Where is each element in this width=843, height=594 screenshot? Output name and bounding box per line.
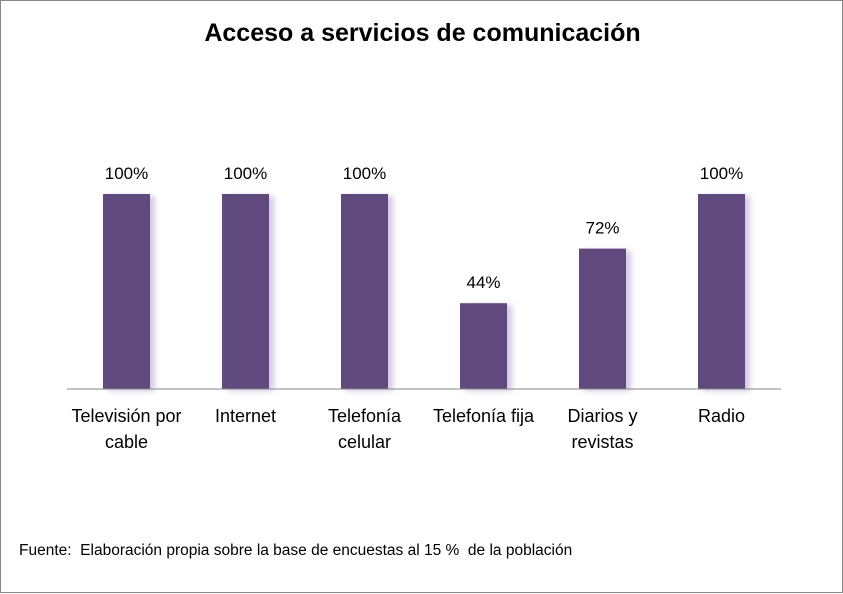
bar-0 bbox=[103, 194, 150, 389]
category-label-line: Telefonía bbox=[327, 406, 402, 426]
bar-1 bbox=[222, 194, 269, 389]
value-label-3: 44% bbox=[466, 273, 500, 292]
category-label-line: Telefonía fija bbox=[432, 406, 535, 426]
category-label-5: Radio bbox=[647, 403, 797, 429]
source-note: Fuente: Elaboración propia sobre la base… bbox=[19, 542, 573, 559]
category-label-line: Televisión por bbox=[71, 406, 182, 426]
category-label-line: revistas bbox=[571, 432, 634, 452]
category-label-4: Diarios y revistas bbox=[528, 403, 678, 455]
category-label-3: Telefonía fija bbox=[409, 403, 559, 429]
category-label-1: Internet bbox=[171, 403, 321, 429]
bar-4 bbox=[579, 248, 626, 389]
category-label-line: celular bbox=[337, 432, 392, 452]
category-label-line: Diarios y bbox=[567, 406, 638, 426]
bar-2 bbox=[341, 194, 388, 389]
value-label-2: 100% bbox=[343, 164, 386, 183]
value-label-1: 100% bbox=[224, 164, 267, 183]
value-label-4: 72% bbox=[585, 219, 619, 238]
bar-5 bbox=[698, 194, 745, 389]
value-label-0: 100% bbox=[105, 164, 148, 183]
bar-3 bbox=[460, 303, 507, 389]
category-label-line: cable bbox=[104, 432, 149, 452]
chart-title: Acceso a servicios de comunicación bbox=[204, 19, 641, 47]
category-label-line: Radio bbox=[697, 406, 746, 426]
value-label-5: 100% bbox=[700, 164, 743, 183]
category-label-line: Internet bbox=[214, 406, 277, 426]
category-label-0: Televisión por cable bbox=[52, 403, 202, 455]
category-label-2: Telefonía celular bbox=[290, 403, 440, 455]
